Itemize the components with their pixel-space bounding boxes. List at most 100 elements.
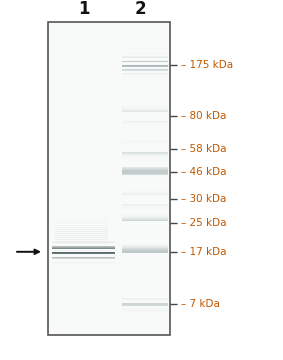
Bar [122,220,168,221]
Bar [55,246,108,247]
Bar [122,250,168,251]
Bar [52,258,115,259]
Bar [122,244,168,245]
Bar [122,108,168,109]
Bar [122,299,168,300]
Bar [122,173,168,174]
Bar [122,217,168,218]
Bar [122,158,168,159]
Bar [122,122,168,123]
Bar [52,252,115,253]
Text: – 7 kDa: – 7 kDa [181,299,220,309]
Bar [122,110,168,111]
Bar [122,196,168,197]
Bar [122,157,168,158]
Bar [122,300,168,301]
Bar [122,106,168,107]
Bar [122,124,168,125]
Bar [52,253,115,254]
Bar [122,52,168,53]
Bar [122,73,168,74]
Bar [122,218,168,219]
Bar [122,111,168,112]
Bar [122,171,168,172]
Bar [122,57,168,58]
Bar [122,246,168,247]
Bar [55,219,108,220]
Bar [55,233,108,234]
Bar [122,305,168,306]
Bar [122,123,168,124]
Bar [55,239,108,240]
Bar [55,248,108,249]
Bar [52,243,115,244]
Text: – 46 kDa: – 46 kDa [181,167,227,177]
Bar [55,252,108,253]
Bar [55,225,108,226]
Bar [122,303,168,304]
Bar [122,174,168,175]
Bar [122,77,168,78]
Bar [122,215,168,216]
Bar [55,250,108,251]
Bar [122,231,168,232]
Bar [122,190,168,191]
Bar [55,241,108,242]
Bar [55,214,108,215]
Bar [122,204,168,205]
Bar [122,169,168,170]
Bar [122,142,168,143]
Bar [122,150,168,151]
Text: 2: 2 [134,0,146,18]
Bar [122,156,168,157]
Bar [55,227,108,228]
Bar [122,153,168,154]
Bar [122,298,168,299]
Bar [122,140,168,141]
Bar [55,243,108,244]
Bar [52,248,115,249]
Bar [122,155,168,156]
Bar [122,69,168,70]
Bar [122,192,168,193]
Bar [122,251,168,252]
Bar [122,206,168,207]
Text: – 17 kDa: – 17 kDa [181,247,227,257]
Text: – 25 kDa: – 25 kDa [181,218,227,228]
Bar [52,251,115,252]
Bar [122,168,168,169]
Bar [122,207,168,208]
Bar [122,203,168,204]
Bar [122,213,168,214]
Bar [48,22,170,335]
Bar [122,167,168,168]
Text: – 58 kDa: – 58 kDa [181,144,227,154]
Bar [122,297,168,298]
Bar [52,246,115,247]
Bar [55,237,108,238]
Bar [122,248,168,249]
Bar [55,254,108,255]
Bar [122,61,168,62]
Text: 1: 1 [78,0,89,18]
Bar [122,172,168,173]
Bar [52,241,115,242]
Bar [55,229,108,230]
Bar [122,107,168,108]
Bar [52,263,115,264]
Bar [122,65,168,66]
Bar [52,247,115,248]
Bar [55,216,108,217]
Bar [122,121,168,122]
Bar [122,219,168,220]
Bar [122,193,168,194]
Bar [122,208,168,209]
Bar [122,191,168,192]
Text: – 80 kDa: – 80 kDa [181,111,226,121]
Bar [52,242,115,243]
Text: – 175 kDa: – 175 kDa [181,60,233,70]
Bar [122,230,168,231]
Bar [122,304,168,305]
Bar [122,154,168,155]
Bar [55,235,108,236]
